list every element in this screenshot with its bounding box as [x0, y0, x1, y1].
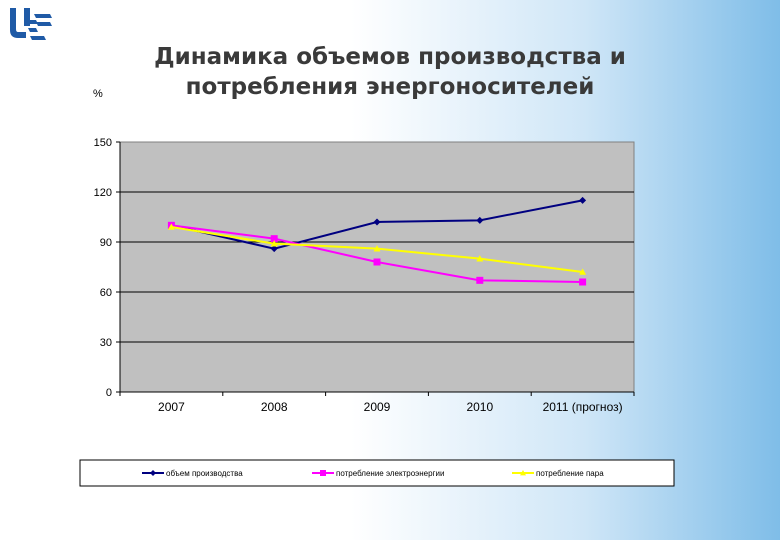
y-tick-label: 90 — [100, 237, 112, 249]
plot-area — [119, 141, 635, 393]
data-point — [579, 268, 587, 275]
data-point — [476, 255, 484, 262]
legend-label: объем производства — [166, 469, 243, 478]
y-tick-label: 0 — [106, 387, 112, 399]
data-point — [167, 223, 175, 230]
legend-label: потребление пара — [536, 469, 604, 478]
legend-item: потребление электроэнергии — [312, 469, 444, 478]
data-point — [579, 278, 587, 286]
y-axis-ticks: 0 30 60 90 120 150 — [94, 137, 121, 399]
y-tick-label: 120 — [94, 187, 112, 199]
data-point — [373, 218, 381, 226]
data-point — [270, 235, 278, 243]
y-tick-label: 150 — [94, 137, 112, 149]
gridlines — [120, 191, 634, 343]
x-tick-label: 2007 — [158, 400, 185, 414]
slide-title-line-2: потребления энергоносителей — [185, 74, 595, 100]
x-tick-label: 2009 — [364, 400, 391, 414]
data-point — [373, 245, 381, 252]
data-point — [476, 216, 484, 224]
data-point — [320, 470, 326, 476]
y-axis-unit-label: % — [93, 88, 103, 100]
x-tick-label: 2008 — [261, 400, 288, 414]
y-tick-label: 60 — [100, 287, 112, 299]
legend-label: потребление электроэнергии — [336, 469, 444, 478]
x-axis-ticks: 2007 2008 2009 2010 2011 (прогноз) — [119, 391, 635, 414]
data-point — [373, 258, 381, 266]
data-point — [579, 196, 587, 204]
series-layer — [167, 196, 587, 286]
data-point — [520, 470, 526, 476]
legend-box — [79, 459, 675, 487]
slide-title: Динамика объемов производства и потребле… — [140, 42, 640, 102]
x-tick-label: 2011 (прогноз) — [543, 400, 623, 414]
legend-item: объем производства — [142, 469, 243, 478]
y-tick-label: 30 — [100, 337, 112, 349]
data-point — [270, 240, 278, 247]
data-point — [150, 470, 156, 476]
uk-logo-icon — [10, 8, 52, 40]
data-point — [270, 245, 278, 253]
slide-title-line-1: Динамика объемов производства и — [154, 44, 626, 70]
legend: объем производства потребление электроэне… — [142, 469, 604, 478]
legend-item: потребление пара — [512, 469, 604, 478]
x-tick-label: 2010 — [466, 400, 493, 414]
data-point — [476, 276, 484, 284]
series-3 — [167, 223, 587, 275]
